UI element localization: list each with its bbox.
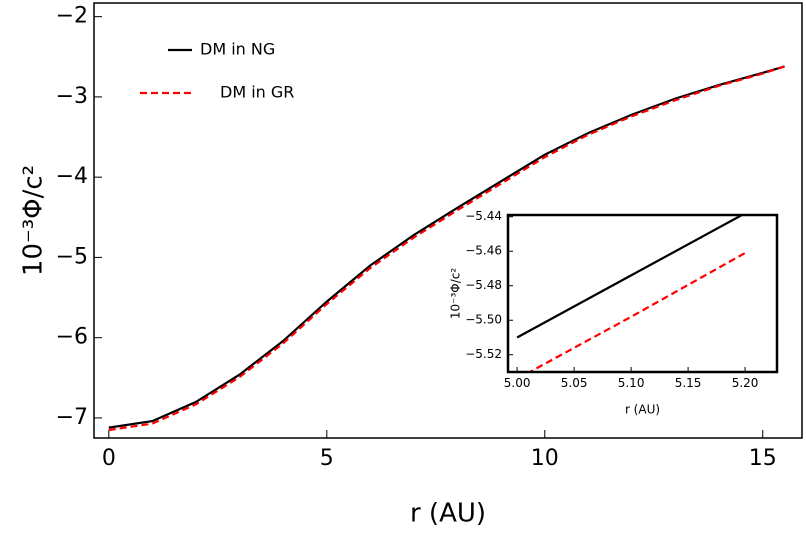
y-tick-label: −4 (56, 164, 88, 189)
y-tick-label: −5.44 (465, 209, 502, 223)
legend-label: DM in NG (200, 40, 275, 59)
y-tick-label: −2 (56, 4, 88, 29)
x-tick-label: 0 (102, 446, 116, 471)
x-tick-label: 5.00 (504, 376, 531, 390)
y-tick-label: −5.52 (465, 347, 502, 361)
plot-area (516, 215, 746, 372)
frame (93, 2, 803, 439)
plot-area (108, 65, 785, 432)
line-series (108, 65, 785, 429)
y-tick-label: −5 (56, 244, 88, 269)
legend-label: DM in GR (220, 83, 294, 102)
x-tick-label: 5.05 (561, 376, 588, 390)
x-tick-label: 5 (320, 446, 334, 471)
y-axis-label: 10⁻³Φ/c² (19, 165, 49, 276)
y-tick-label: −7 (56, 405, 88, 430)
y-axis-label: 10⁻³Φ/c² (449, 268, 463, 320)
x-axis-label: r (AU) (410, 499, 486, 529)
x-tick-label: 10 (531, 446, 559, 471)
frame (506, 213, 779, 374)
y-tick-label: −3 (56, 84, 88, 109)
y-tick-label: −5.48 (465, 278, 502, 292)
y-tick-label: −5.50 (465, 313, 502, 327)
y-tick-label: −6 (56, 325, 88, 350)
x-tick-label: 15 (749, 446, 777, 471)
x-tick-label: 5.15 (675, 376, 702, 390)
x-axis-label: r (AU) (625, 403, 660, 417)
line-series (108, 65, 785, 432)
x-tick-label: 5.20 (732, 376, 759, 390)
inset-background (508, 215, 777, 372)
x-tick-label: 5.10 (618, 376, 645, 390)
y-tick-label: −5.46 (465, 244, 502, 258)
line-series (516, 215, 745, 339)
